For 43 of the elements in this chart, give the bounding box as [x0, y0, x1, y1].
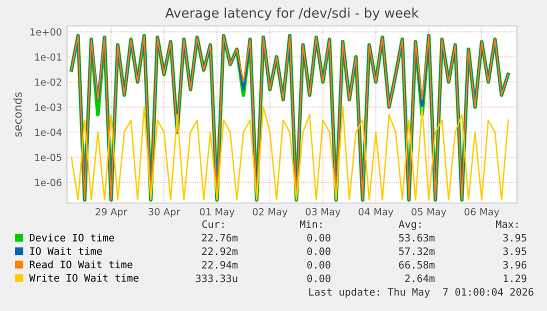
- x-tick-label: 05 May: [412, 208, 446, 218]
- y-tick-label: 1e-06: [35, 178, 62, 186]
- y-tick-label: 1e-03: [35, 104, 62, 111]
- y-axis-title: seconds: [13, 92, 22, 137]
- text: Max:: [496, 220, 518, 228]
- text: Avg:: [398, 220, 421, 230]
- text: 0.00: [307, 260, 330, 269]
- text: 3.95: [503, 247, 526, 256]
- text: Last update: Thu May 7 01:00:04 2026: [309, 288, 534, 298]
- text: 57.32m: [399, 247, 435, 256]
- text: 333.33u: [196, 274, 238, 282]
- text: 22.76m: [202, 234, 238, 242]
- text: 0.00: [307, 234, 330, 242]
- text: 3.96: [503, 260, 526, 269]
- text: 22.92m: [202, 247, 238, 256]
- x-tick-label: 29 Apr: [96, 208, 128, 218]
- x-tick-label: 30 Apr: [148, 208, 180, 218]
- chart-title: Average latency for /dev/sdi - by week: [165, 8, 419, 20]
- x-tick-label: 04 May: [358, 208, 394, 218]
- y-tick-label: 1e-04: [35, 128, 62, 136]
- line-series: [70, 106, 509, 201]
- text: 2.64m: [405, 274, 435, 282]
- text: 0.00: [307, 247, 330, 256]
- legend-label: Device IO time: [30, 234, 114, 242]
- text: Cur:: [202, 220, 224, 228]
- text: 53.63m: [399, 234, 435, 242]
- x-tick-label: 02 May: [252, 208, 288, 218]
- y-tick-label: 1e+00: [30, 28, 62, 36]
- legend-label: IO Wait time: [30, 247, 102, 255]
- text: 3.95: [503, 234, 526, 242]
- legend-label: Write IO Wait time: [29, 274, 138, 282]
- y-tick-label: 1e-01: [35, 53, 62, 61]
- text: 22.94m: [202, 260, 238, 269]
- text: 0.00: [307, 274, 330, 282]
- text: 66.58m: [399, 260, 435, 269]
- text: Min:: [300, 220, 322, 228]
- x-tick-label: 01 May: [200, 208, 234, 218]
- x-tick-label: 03 May: [306, 208, 340, 218]
- y-tick-label: 1e-05: [35, 154, 62, 162]
- text: 1.29: [504, 274, 526, 282]
- y-tick-label: 1e-02: [35, 78, 62, 86]
- legend-label: Read IO Wait time: [30, 260, 132, 268]
- x-tick-label: 06 May: [464, 208, 500, 218]
